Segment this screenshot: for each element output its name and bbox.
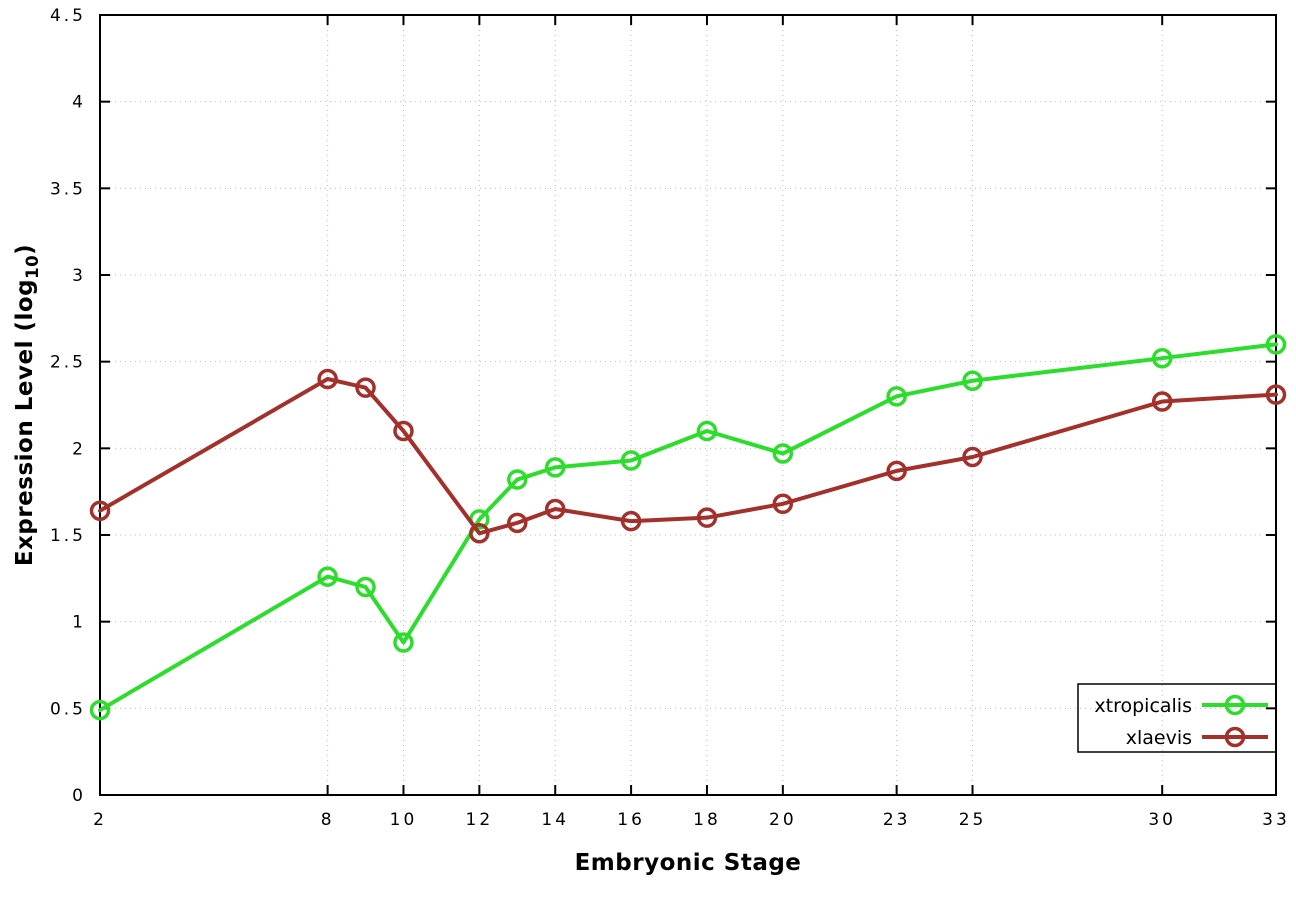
series-line-xtropicalis <box>98 342 1278 713</box>
x-tick-label: 30 <box>1148 810 1176 830</box>
x-tick-label: 14 <box>541 810 569 830</box>
data-point-xtropicalis <box>507 469 528 490</box>
x-tick-label: 12 <box>466 810 494 830</box>
x-tick-label: 16 <box>617 810 645 830</box>
data-point-xlaevis <box>507 512 528 534</box>
y-axis-title-close: ) <box>12 243 39 255</box>
legend-sample-marker-xtropicalis <box>1224 694 1246 716</box>
y-axis-title-text: Expression Level (log <box>12 278 39 567</box>
data-point-xlaevis <box>696 507 718 528</box>
x-tick-label: 25 <box>959 810 987 830</box>
data-point-xtropicalis <box>1151 347 1173 369</box>
data-point-xlaevis <box>1151 391 1173 412</box>
data-point-xlaevis <box>1265 384 1287 405</box>
plot-border <box>99 14 1277 796</box>
x-tick-label: 23 <box>883 810 911 830</box>
data-point-xtropicalis <box>772 443 794 464</box>
data-point-xlaevis <box>620 510 642 532</box>
y-tick-label: 2.5 <box>50 353 86 373</box>
y-axis-title-subscript: 10 <box>22 254 42 279</box>
y-tick-label: 1.5 <box>50 526 86 546</box>
x-tick-label: 10 <box>390 810 418 830</box>
y-axis-title: Expression Level (log10) <box>12 244 42 566</box>
x-axis-title: Embryonic Stage <box>575 850 802 876</box>
data-point-xlaevis <box>544 498 566 520</box>
data-point-xtropicalis <box>317 566 338 587</box>
data-point-xlaevis <box>89 500 111 521</box>
data-point-xtropicalis <box>696 420 718 442</box>
y-tick-label: 1 <box>72 613 86 633</box>
legend-sample-marker-xlaevis <box>1224 726 1246 748</box>
data-point-xtropicalis <box>620 450 642 471</box>
legend-label-xtropicalis: xtropicalis <box>1094 695 1192 717</box>
x-tick-label: 2 <box>93 810 107 830</box>
x-tick-label: 20 <box>769 810 797 830</box>
data-point-xlaevis <box>772 493 794 515</box>
data-point-xtropicalis <box>1265 334 1287 355</box>
y-tick-label: 4 <box>72 93 86 113</box>
data-point-xtropicalis <box>393 632 414 653</box>
x-tick-label: 8 <box>321 810 335 830</box>
x-axis-title-text: Embryonic Stage <box>574 850 802 876</box>
data-point-xlaevis <box>886 460 907 482</box>
data-point-xlaevis <box>355 377 376 398</box>
y-tick-label: 3.5 <box>50 179 86 199</box>
data-point-xtropicalis <box>962 370 983 391</box>
data-point-xtropicalis <box>886 386 907 407</box>
data-point-xlaevis <box>317 368 338 390</box>
x-tick-label: 33 <box>1262 810 1290 830</box>
y-tick-label: 0.5 <box>50 699 86 719</box>
data-point-xlaevis <box>962 446 983 468</box>
y-tick-label: 4.5 <box>50 6 86 26</box>
data-point-xlaevis <box>393 420 414 442</box>
data-point-xtropicalis <box>355 576 376 598</box>
data-point-xlaevis <box>469 523 490 544</box>
legend-label-xlaevis: xlaevis <box>1126 727 1192 749</box>
legend-entry-xlaevis: xlaevis <box>1126 726 1268 749</box>
legend-box <box>1077 683 1277 753</box>
y-tick-label: 2 <box>72 439 86 459</box>
legend-entry-xtropicalis: xtropicalis <box>1094 694 1268 717</box>
y-tick-label: 3 <box>72 266 86 286</box>
y-tick-label: 0 <box>72 786 86 806</box>
x-tick-label: 18 <box>693 810 721 830</box>
data-point-xtropicalis <box>89 699 111 721</box>
data-point-xtropicalis <box>544 457 566 478</box>
